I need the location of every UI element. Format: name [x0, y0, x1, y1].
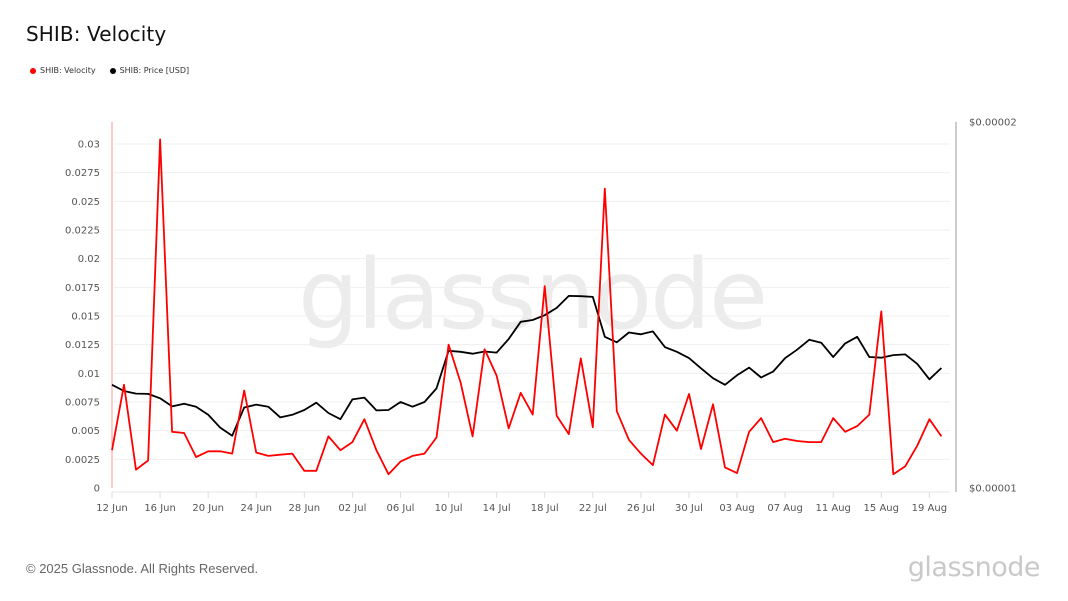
y-tick-label: 0 [94, 484, 100, 495]
y-tick-label: 0.03 [78, 140, 100, 151]
y-tick-label: 0.0275 [65, 168, 100, 179]
glassnode-logo[interactable]: glassnode [907, 552, 1041, 583]
y-tick-label: 0.0075 [65, 398, 100, 409]
x-tick-label: 02 Jul [338, 503, 366, 514]
x-axis: 12 Jun 16 Jun 20 Jun 24 Jun 28 Jun 02 Jul 06 J… [96, 492, 947, 514]
y-tick-label: 0.025 [71, 197, 100, 208]
chart-title: SHIB: Velocity [26, 22, 167, 46]
x-tick-label: 26 Jul [627, 503, 655, 514]
x-tick-label: 28 Jun [289, 503, 321, 514]
x-tick-label: 18 Jul [531, 503, 559, 514]
y-axis-right: $0.00002 $0.00001 [969, 118, 1017, 495]
x-tick-label: 06 Jul [386, 503, 414, 514]
x-tick-label: 22 Jul [579, 503, 607, 514]
x-tick-label: 20 Jun [192, 503, 224, 514]
x-tick-label: 30 Jul [675, 503, 703, 514]
y-right-tick-label: $0.00001 [969, 484, 1017, 495]
legend-label-price: SHIB: Price [USD] [119, 66, 190, 75]
legend-dot-velocity-icon [30, 67, 36, 74]
y-tick-label: 0.005 [71, 426, 100, 437]
y-axis-left: 0 0.0025 0.005 0.0075 0.01 0.0125 0.015 0.0175 0… [65, 140, 100, 495]
gridlines [112, 143, 950, 493]
y-right-tick-label: $0.00002 [969, 118, 1017, 129]
x-tick-label: 15 Aug [864, 503, 899, 514]
y-tick-label: 0.0175 [65, 283, 100, 294]
legend-dot-price-icon [109, 67, 116, 74]
velocity-series-line [111, 138, 943, 476]
y-tick-label: 0.015 [71, 312, 100, 323]
footer-copyright: © 2025 Glassnode. All Rights Reserved. [26, 561, 259, 576]
x-tick-label: 10 Jul [435, 503, 463, 514]
legend-label-velocity: SHIB: Velocity [40, 66, 96, 75]
x-tick-label: 11 Aug [815, 503, 850, 514]
chart-legend: SHIB: Velocity SHIB: Price [USD] [30, 66, 189, 75]
y-tick-label: 0.02 [78, 254, 100, 265]
y-tick-label: 0.01 [78, 369, 100, 380]
price-series-line [111, 294, 943, 437]
legend-item-velocity[interactable]: SHIB: Velocity [30, 66, 96, 75]
y-tick-label: 0.0225 [65, 226, 100, 237]
x-tick-label: 07 Aug [767, 503, 802, 514]
y-tick-label: 0.0025 [65, 455, 100, 466]
watermark: glassnode [298, 239, 766, 351]
x-tick-label: 03 Aug [719, 503, 754, 514]
y-tick-label: 0.0125 [65, 340, 100, 351]
x-tick-label: 19 Aug [912, 503, 947, 514]
x-tick-label: 16 Jun [144, 503, 176, 514]
legend-item-price[interactable]: SHIB: Price [USD] [109, 66, 190, 75]
x-tick-label: 12 Jun [96, 503, 128, 514]
x-tick-label: 14 Jul [483, 503, 511, 514]
x-tick-label: 24 Jun [240, 503, 272, 514]
